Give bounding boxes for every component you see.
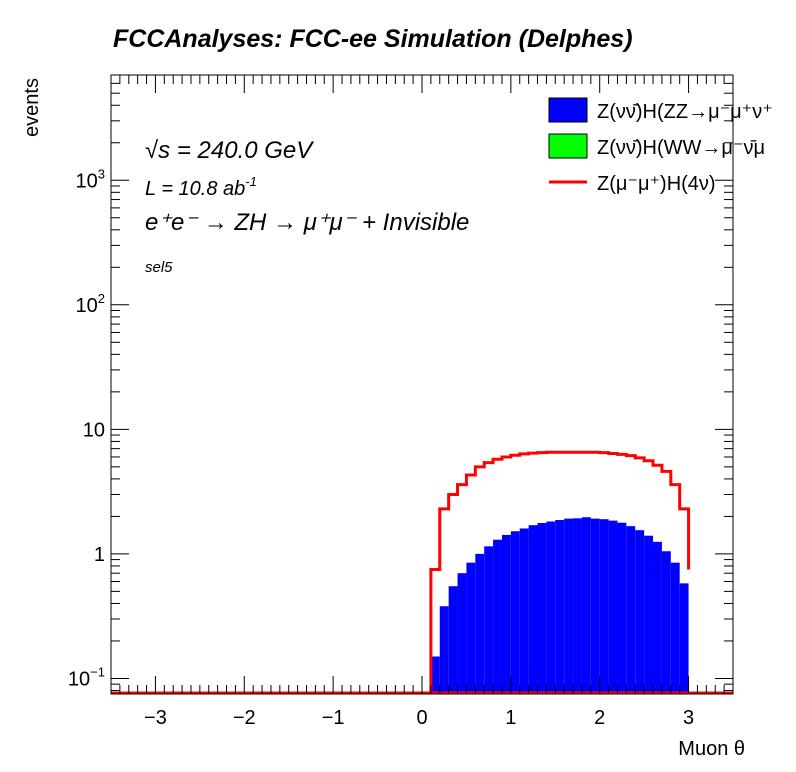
zz-bar xyxy=(670,562,680,694)
legend-swatch-zz xyxy=(548,97,588,123)
zz-bar xyxy=(608,520,618,694)
zz-bar xyxy=(555,520,565,694)
y-tick-label: 10 xyxy=(83,419,105,441)
zz-bar xyxy=(590,518,600,694)
zz-bar xyxy=(430,656,440,694)
zz-bar xyxy=(573,518,582,694)
zz-histogram xyxy=(430,517,689,694)
zz-bar xyxy=(546,521,556,694)
zz-bar xyxy=(653,541,662,694)
h4nu-histogram-line xyxy=(429,450,691,694)
y-axis-label: events xyxy=(21,78,43,137)
chart-title: FCCAnalyses: FCC-ee Simulation (Delphes) xyxy=(113,25,633,53)
legend-label-h4nu: Z(μ⁻μ⁺)H(4ν) xyxy=(597,173,716,195)
zz-bar xyxy=(501,534,511,694)
zz-bar xyxy=(661,551,671,694)
x-tick-label: 3 xyxy=(683,707,694,729)
selection-annotation: sel5 xyxy=(145,259,173,276)
zz-bar xyxy=(510,531,520,694)
zz-bar xyxy=(519,528,529,694)
legend: Z(νν̄)H(ZZ→μ⁻μ⁺ν⁺ Z(νν̄)H(WW→μ⁻ν̄μ Z(μ⁻μ… xyxy=(548,97,773,195)
zz-bar xyxy=(635,530,645,694)
x-tick-label: 1 xyxy=(505,707,516,729)
zz-bar xyxy=(581,517,591,694)
x-tick-label: −1 xyxy=(322,707,345,729)
x-tick-label: 0 xyxy=(416,707,427,729)
zz-bar xyxy=(644,535,654,694)
y-tick-label: 10−1 xyxy=(68,664,105,690)
zz-bar xyxy=(564,518,574,694)
x-tick-label: −3 xyxy=(144,707,167,729)
x-tick-label: 2 xyxy=(594,707,605,729)
x-axis-ticks: −3 −2 −1 0 1 2 3 xyxy=(110,75,734,729)
zz-bar xyxy=(599,519,609,694)
zz-bar xyxy=(457,573,467,694)
y-tick-label: 1 xyxy=(94,544,105,566)
legend-label-zz: Z(νν̄)H(ZZ→μ⁻μ⁺ν⁺ xyxy=(597,101,773,123)
luminosity-value: L = 10.8 ab xyxy=(145,178,245,200)
zz-bar xyxy=(528,525,538,694)
luminosity-annotation: L = 10.8 ab-1 xyxy=(145,174,257,200)
zz-bar xyxy=(466,562,476,694)
zz-bar xyxy=(448,586,458,694)
y-tick-label: 102 xyxy=(76,291,105,317)
zz-bar xyxy=(484,546,494,694)
zz-bar xyxy=(439,606,449,694)
y-tick-label: 103 xyxy=(76,166,105,192)
energy-annotation: √s = 240.0 GeV xyxy=(145,137,314,164)
zz-bar xyxy=(679,583,689,694)
process-annotation: e⁺e⁻ → ZH → μ⁺μ⁻ + Invisible xyxy=(145,209,469,236)
legend-swatch-ww xyxy=(548,133,588,159)
zz-bar xyxy=(475,553,485,694)
x-axis-label: Muon θ xyxy=(678,738,745,760)
x-tick-label: −2 xyxy=(233,707,256,729)
zz-bar xyxy=(493,539,502,694)
zz-bar xyxy=(617,522,627,694)
zz-bar xyxy=(626,526,636,694)
zz-bar xyxy=(537,523,547,694)
legend-label-ww: Z(νν̄)H(WW→μ⁻ν̄μ xyxy=(597,137,765,159)
luminosity-exponent: -1 xyxy=(245,174,257,189)
y-axis-ticks: 10−1 1 10 102 103 xyxy=(68,74,733,692)
